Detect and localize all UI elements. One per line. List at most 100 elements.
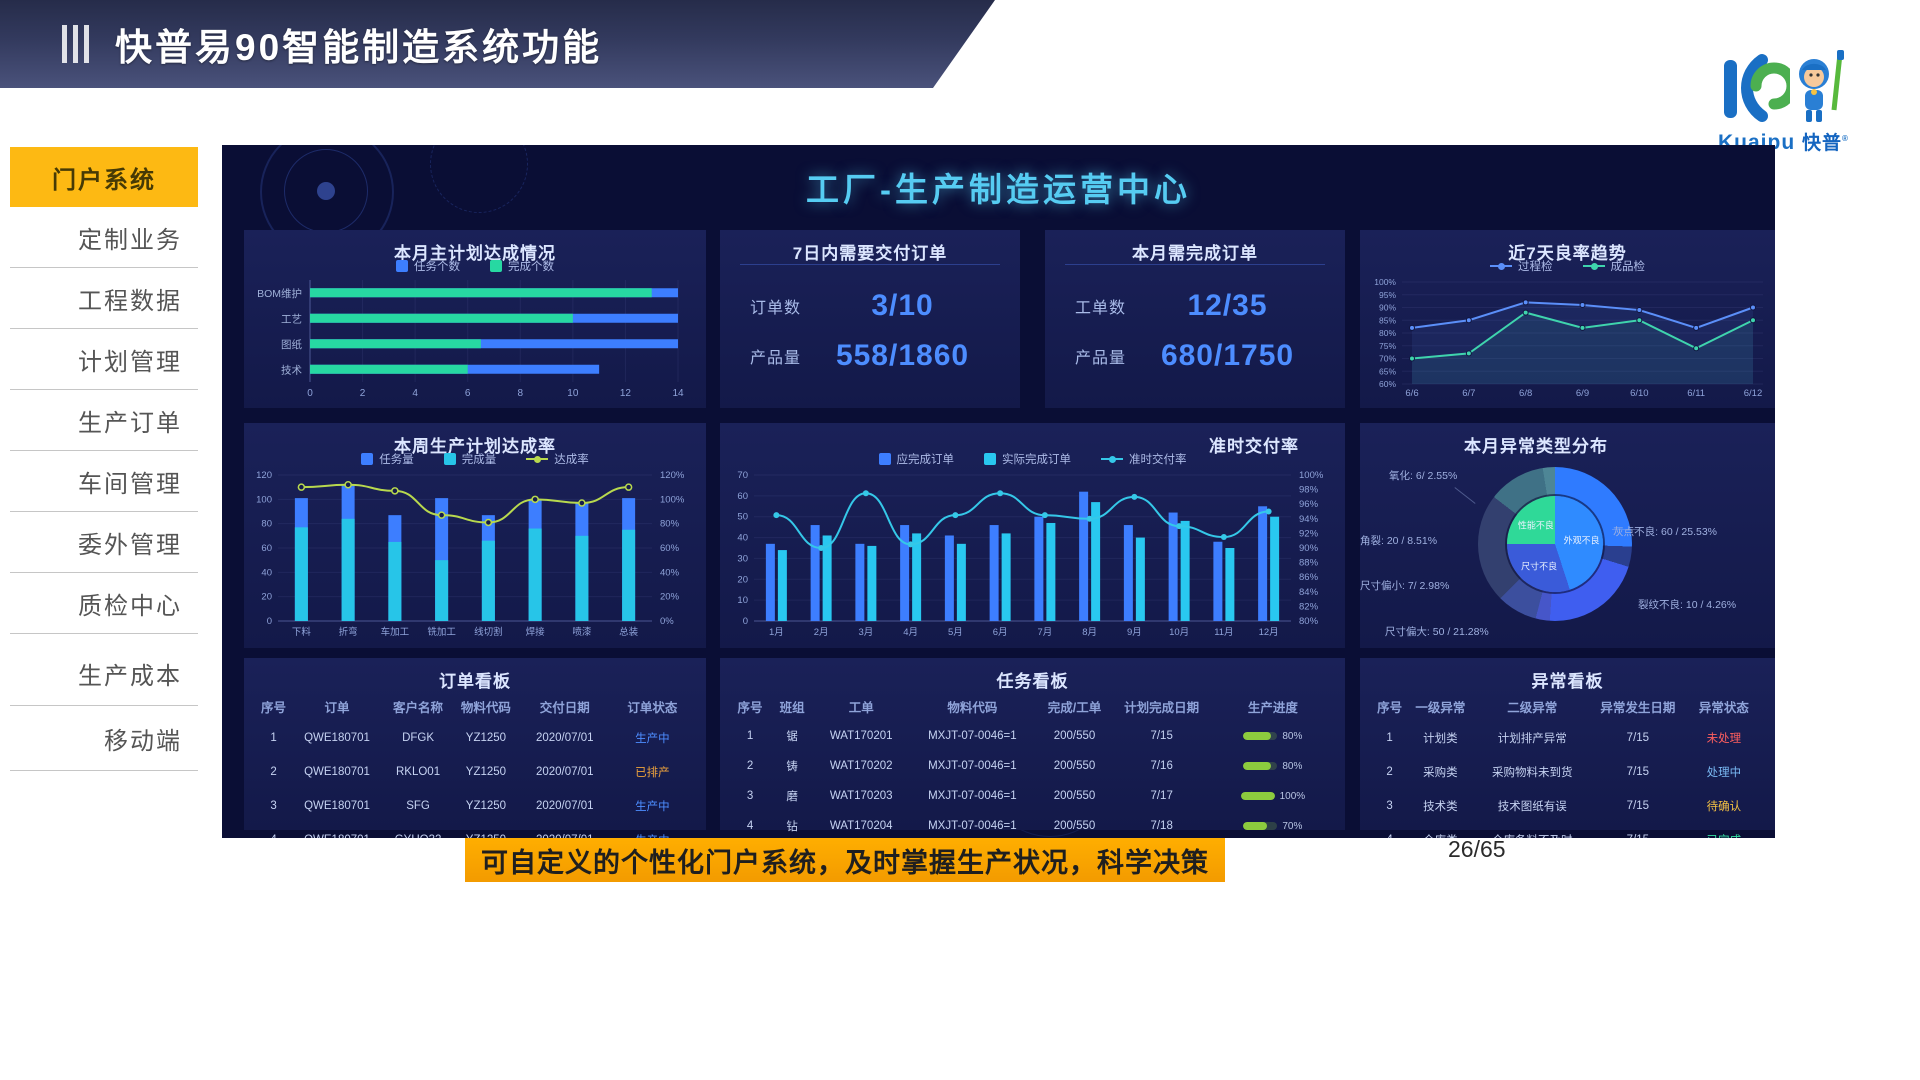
legend-square-marker bbox=[443, 453, 456, 465]
table-cell: 未处理 bbox=[1706, 733, 1742, 745]
panel-yield-trend: 近7天良率趋势 过程检 成品检 100% 95% 90% 85% 80% 75% 70% 65%… bbox=[1360, 230, 1775, 408]
table-cell: 7/16 bbox=[1150, 760, 1173, 772]
svg-text:6/7: 6/7 bbox=[1462, 388, 1475, 399]
sidebar-item-quality-center[interactable]: 质检中心 bbox=[10, 573, 198, 634]
svg-text:84%: 84% bbox=[1299, 587, 1319, 598]
table-cell: 7/15 bbox=[1626, 732, 1650, 744]
panel-on-time-delivery: 准时交付率 应完成订单 实际完成订单 准时交付率 0 10 20 30 40 50 60 70 10… bbox=[720, 423, 1345, 648]
svg-text:80%: 80% bbox=[1379, 328, 1396, 338]
svg-text:线切割: 线切割 bbox=[474, 626, 503, 638]
svg-text:20: 20 bbox=[261, 592, 272, 603]
svg-text:BOM维护: BOM维护 bbox=[257, 287, 302, 300]
svg-text:2: 2 bbox=[360, 388, 366, 399]
svg-text:60%: 60% bbox=[660, 543, 680, 554]
svg-text:20%: 20% bbox=[660, 592, 680, 603]
panel-7day-delivery: 7日内需要交付订单 订单数 3/10 产品量 558/1860 bbox=[720, 230, 1020, 408]
sidebar-item-engineering-data[interactable]: 工程数据 bbox=[10, 268, 198, 329]
sidebar-item-plan-management[interactable]: 计划管理 bbox=[10, 329, 198, 390]
column-header: 序号 bbox=[737, 701, 763, 715]
table-cell: 80% bbox=[1213, 751, 1333, 781]
panel-title: 7日内需要交付订单 bbox=[792, 244, 948, 263]
column-header: 订单 bbox=[324, 701, 350, 715]
table-cell: 2 bbox=[1386, 766, 1393, 778]
svg-text:7月: 7月 bbox=[1037, 627, 1052, 638]
svg-text:6/12: 6/12 bbox=[1744, 388, 1763, 399]
table-row: 2 QWE180701 RKLO01 YZ1250 2020/07/01 已排产 bbox=[256, 755, 694, 789]
sidebar-item-production-cost[interactable]: 生产成本 bbox=[10, 641, 198, 706]
column-header: 序号 bbox=[1377, 701, 1403, 715]
table-cell: 200/550 bbox=[1053, 820, 1096, 832]
callout-line bbox=[1612, 529, 1638, 530]
table-row: 1 计划类 计划排产异常 7/15 未处理 bbox=[1372, 721, 1763, 755]
table-cell: MXJT-07-0046=1 bbox=[928, 820, 1017, 832]
svg-text:90%: 90% bbox=[1379, 303, 1396, 313]
donut-callout-label: 尺寸偏小: 7/ 2.98% bbox=[1360, 579, 1450, 592]
svg-text:12: 12 bbox=[620, 388, 632, 399]
slide-header: 快普易90智能制造系统功能 bbox=[0, 0, 995, 88]
progress-bar: 80% bbox=[1215, 761, 1331, 772]
table-cell: 技术类 bbox=[1423, 801, 1458, 813]
sidebar-item-workshop-management[interactable]: 车间管理 bbox=[10, 451, 198, 512]
donut-callout-label: 尺寸偏大: 50 / 21.28% bbox=[1384, 625, 1489, 638]
sidebar-item-outsourcing-management[interactable]: 委外管理 bbox=[10, 512, 198, 573]
svg-text:6/11: 6/11 bbox=[1687, 388, 1705, 399]
table-cell: 2020/07/01 bbox=[519, 823, 611, 838]
panel-title: 准时交付率 bbox=[1209, 437, 1299, 456]
table-cell: RKLO01 bbox=[395, 766, 441, 778]
page-number: 26/65 bbox=[1448, 836, 1506, 862]
svg-text:4: 4 bbox=[412, 388, 418, 399]
sidebar-item-portal-system[interactable]: 门户系统 bbox=[10, 147, 198, 207]
svg-text:6/10: 6/10 bbox=[1630, 388, 1649, 399]
dashboard-title: 工厂-生产制造运营中心 bbox=[806, 171, 1191, 208]
table-cell: 70% bbox=[1213, 811, 1333, 838]
logo-mascot-icon bbox=[1799, 50, 1844, 122]
stat-value: 12/35 bbox=[1187, 289, 1268, 322]
svg-text:6: 6 bbox=[465, 388, 471, 399]
svg-text:40%: 40% bbox=[660, 567, 680, 578]
svg-text:100%: 100% bbox=[1299, 470, 1324, 481]
table-cell: QWE180701 bbox=[291, 823, 383, 838]
svg-text:60: 60 bbox=[261, 543, 272, 554]
legend-item: 任务量 bbox=[361, 451, 414, 467]
svg-text:94%: 94% bbox=[1299, 514, 1319, 525]
table-cell: 生产中 bbox=[611, 823, 694, 838]
table-cell: 200/550 bbox=[1053, 760, 1096, 772]
donut-inner-label: 外观不良 bbox=[1563, 535, 1600, 546]
svg-text:120%: 120% bbox=[660, 470, 685, 481]
column-header: 生产进度 bbox=[1247, 701, 1298, 715]
legend-item: 过程检 bbox=[1490, 258, 1553, 274]
sidebar-item-mobile[interactable]: 移动端 bbox=[10, 706, 198, 771]
legend-item: 准时交付率 bbox=[1101, 451, 1187, 467]
svg-text:80%: 80% bbox=[660, 519, 680, 530]
svg-text:3月: 3月 bbox=[858, 627, 873, 638]
table-cell: 100% bbox=[1213, 781, 1333, 811]
column-header: 班组 bbox=[779, 701, 805, 715]
legend-item: 应完成订单 bbox=[878, 451, 954, 467]
svg-text:12月: 12月 bbox=[1259, 627, 1279, 638]
donut-inner-label: 尺寸不良 bbox=[1521, 561, 1558, 572]
svg-text:65%: 65% bbox=[1379, 366, 1396, 376]
table-cell: 2 bbox=[746, 760, 754, 772]
table-cell: 200/550 bbox=[1053, 730, 1096, 742]
legend-item: 任务个数 bbox=[396, 258, 460, 274]
svg-text:技术: 技术 bbox=[281, 363, 302, 376]
table-cell: 生产中 bbox=[635, 801, 670, 813]
table-row: 3 磨 WAT170203 MXJT-07-0046=1 200/550 7/17 100% bbox=[732, 781, 1333, 811]
table-cell: WAT170203 bbox=[829, 790, 893, 802]
table-cell: GYUO32 bbox=[383, 823, 453, 838]
svg-text:6/8: 6/8 bbox=[1519, 388, 1532, 399]
svg-text:120: 120 bbox=[256, 470, 272, 481]
panel-title: 本周生产计划达成率 bbox=[394, 437, 556, 456]
svg-text:4月: 4月 bbox=[903, 627, 918, 638]
svg-text:100%: 100% bbox=[1374, 277, 1396, 287]
table-cell: 80% bbox=[1213, 721, 1333, 751]
svg-text:20: 20 bbox=[737, 574, 748, 585]
svg-text:11月: 11月 bbox=[1214, 627, 1233, 638]
header-bars-icon bbox=[62, 25, 89, 63]
sidebar-item-custom-business[interactable]: 定制业务 bbox=[10, 207, 198, 268]
table-cell: 7/15 bbox=[1591, 823, 1685, 838]
sidebar-item-production-orders[interactable]: 生产订单 bbox=[10, 390, 198, 451]
table-cell: 7/18 bbox=[1150, 820, 1173, 832]
exception-donut-chart: 外观不良 尺寸不良 性能不良 灰点不良: 60 / 25.53% 裂纹不良: 10 /… bbox=[1360, 449, 1775, 641]
